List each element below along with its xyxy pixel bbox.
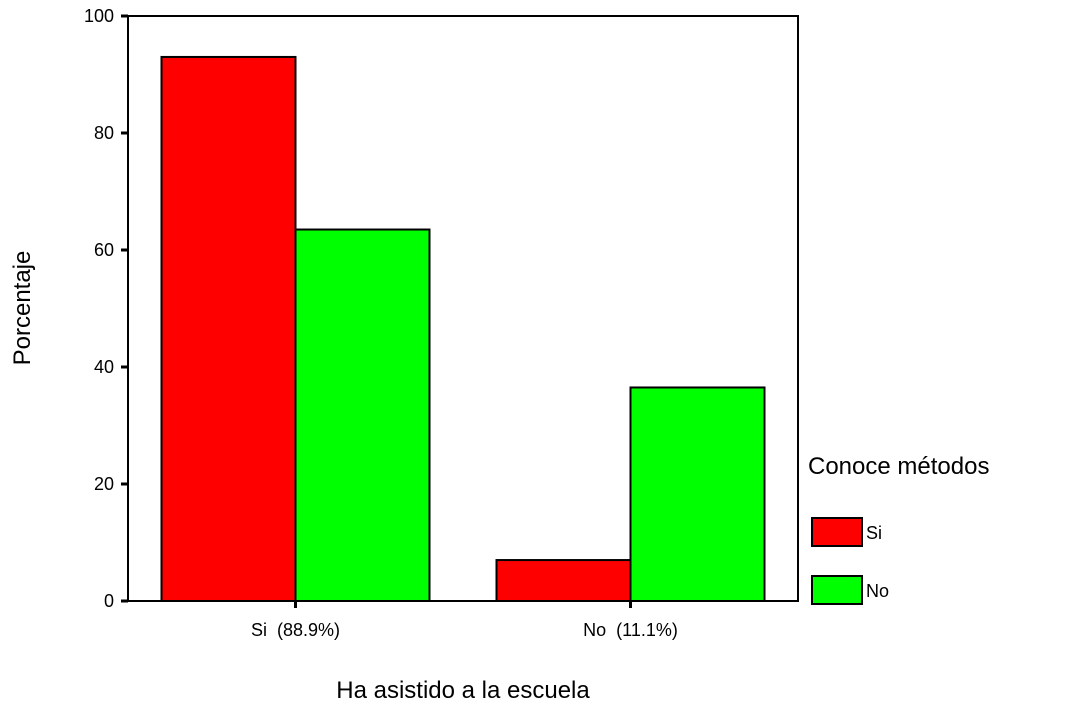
bars-layer: [160, 55, 766, 602]
bar-si-1: [495, 559, 632, 602]
x-axis: Si (88.9%) No (11.1%): [251, 601, 678, 640]
bar-no-1: [629, 386, 766, 602]
y-axis: 0 20 40 60 80 100: [84, 6, 128, 611]
legend-label: No: [866, 581, 889, 601]
y-tick-label: 20: [94, 474, 114, 494]
x-tick-label: Si (88.9%): [251, 620, 340, 640]
y-tick-label: 100: [84, 6, 114, 26]
y-tick-label: 80: [94, 123, 114, 143]
y-tick-label: 60: [94, 240, 114, 260]
bar-si-0: [160, 55, 297, 602]
x-axis-title: Ha asistido a la escuela: [336, 677, 590, 704]
legend-label: Si: [866, 523, 882, 543]
legend-swatch: [811, 575, 863, 605]
y-tick-label: 40: [94, 357, 114, 377]
plot-frame: [127, 15, 799, 602]
legend-items: Si No: [811, 517, 889, 605]
y-axis-title: Porcentaje: [9, 251, 36, 366]
x-tick-label: No (11.1%): [583, 620, 678, 640]
bar-no-0: [294, 228, 431, 602]
y-tick-label: 0: [104, 591, 114, 611]
legend-title: Conoce métodos: [808, 453, 989, 480]
legend: Conoce métodos Si No: [808, 453, 989, 605]
legend-swatch: [811, 517, 863, 547]
